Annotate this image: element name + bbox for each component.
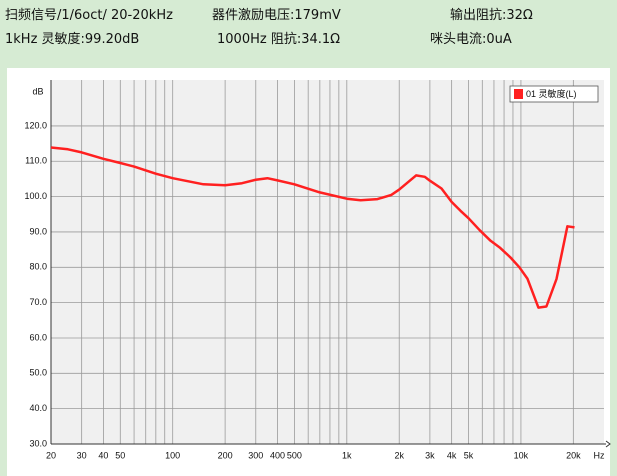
legend-swatch: [514, 89, 523, 99]
y-tick-label: 30.0: [29, 438, 47, 448]
x-tick-label: 400: [270, 450, 285, 460]
x-tick-label: 500: [287, 450, 302, 460]
x-tick-label: 4k: [447, 450, 457, 460]
header-text: 1kHz 灵敏度:99.20dB: [5, 32, 140, 47]
y-tick-label: 110.0: [25, 156, 47, 166]
x-tick-label: 10k: [514, 450, 529, 460]
header-text: 1000Hz 阻抗:34.1Ω: [217, 32, 341, 47]
header-text: 咪头电流:0uA: [430, 32, 512, 47]
y-tick-label: 70.0: [29, 297, 47, 307]
y-tick-label: 40.0: [29, 403, 47, 413]
header-text: 输出阻抗:32Ω: [450, 8, 533, 23]
x-tick-label: 20: [46, 450, 56, 460]
x-tick-label: 50: [115, 450, 125, 460]
x-axis-label: Hz: [594, 450, 605, 460]
header-text: 扫频信号/1/6oct/ 20-20kHz: [5, 8, 173, 23]
data-line: [50, 146, 575, 309]
legend-box: [509, 85, 599, 103]
x-tick-label: 200: [218, 450, 233, 460]
y-tick-label: 80.0: [29, 262, 47, 272]
y-tick-label: 60.0: [29, 332, 47, 342]
y-axis-label: dB: [32, 86, 43, 96]
x-tick-label: 300: [248, 450, 263, 460]
x-tick-label: 2k: [394, 450, 404, 460]
legend-label: 01 灵敏度(L): [526, 88, 577, 99]
x-tick-label: 5k: [464, 450, 474, 460]
y-tick-label: 50.0: [29, 368, 47, 378]
x-tick-label: 1k: [342, 450, 352, 460]
y-tick-label: 90.0: [29, 226, 47, 236]
x-tick-label: 100: [165, 450, 180, 460]
header-text: 器件激励电压:179mV: [212, 8, 341, 23]
x-tick-label: 40: [98, 450, 108, 460]
plot-area: [51, 80, 604, 444]
x-tick-label: 30: [77, 450, 87, 460]
axis-arrow: [605, 440, 611, 448]
x-tick-label: 20k: [566, 450, 581, 460]
y-tick-label: 120.0: [24, 120, 47, 130]
y-tick-label: 100.0: [24, 191, 47, 201]
x-tick-label: 3k: [425, 450, 435, 460]
